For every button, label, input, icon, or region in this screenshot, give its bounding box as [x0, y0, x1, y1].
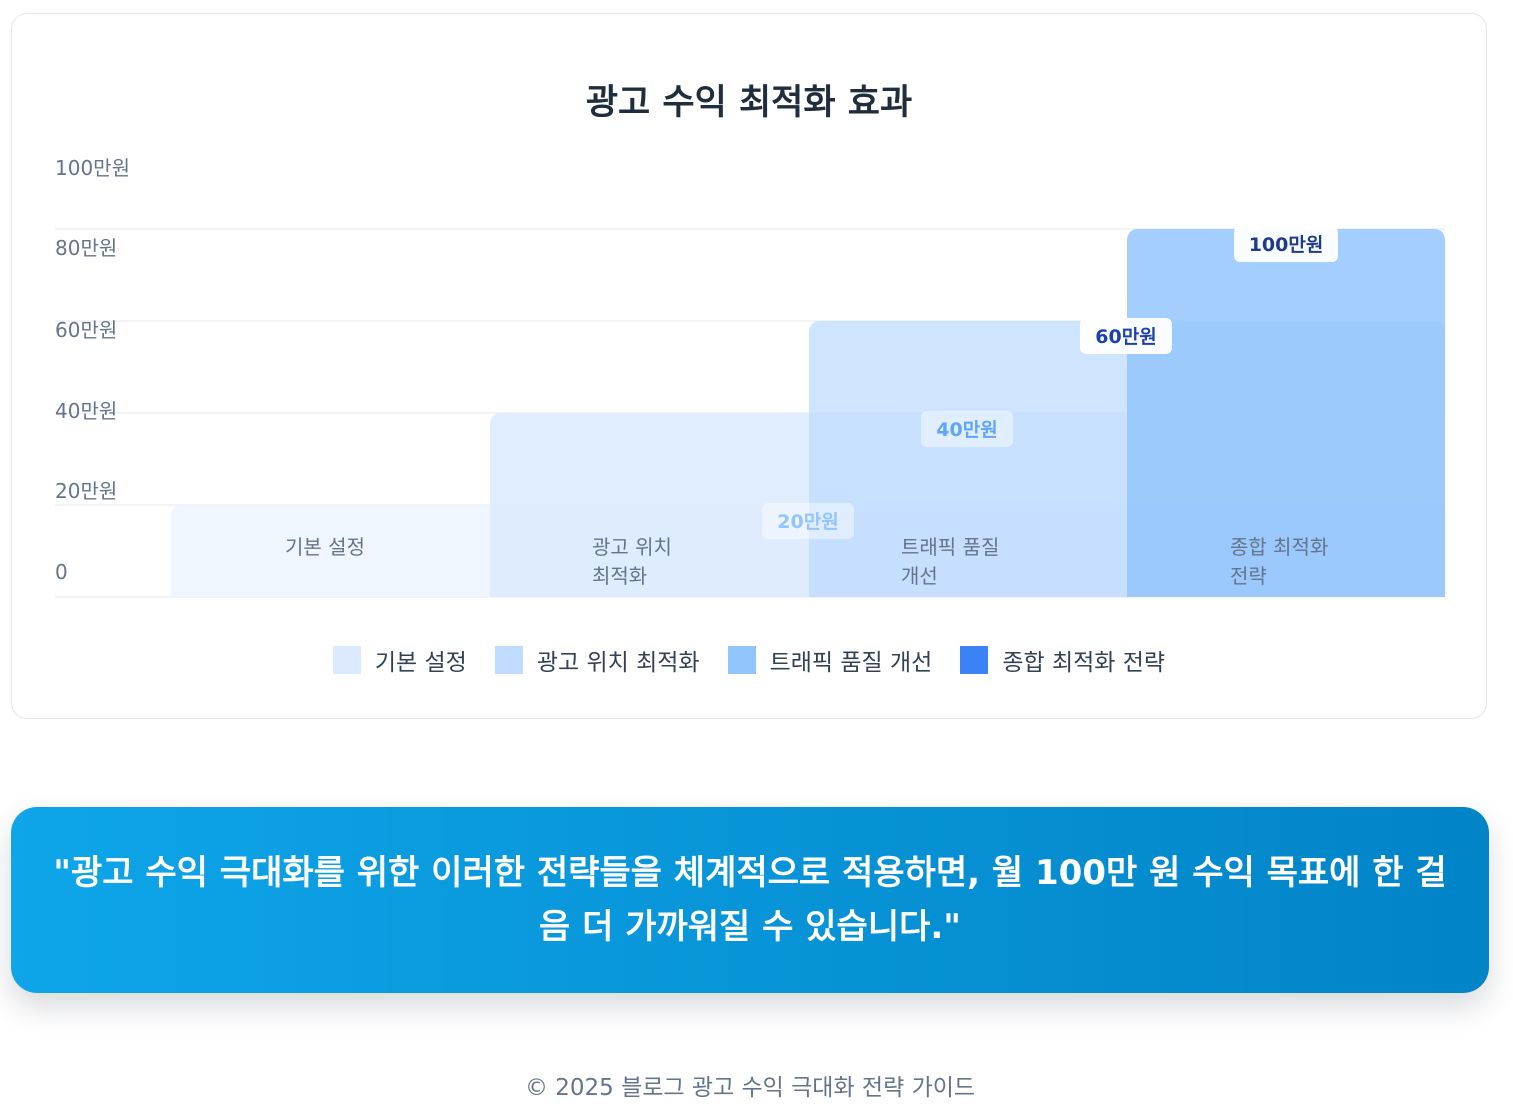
- legend-swatch: [727, 646, 756, 674]
- data-label: 100만원: [1249, 234, 1324, 256]
- y-tick-label: 20만원: [55, 479, 117, 503]
- x-category-label: 종합 최적화: [1230, 535, 1328, 559]
- value-badge: [921, 411, 1013, 447]
- x-category-label: 개선: [901, 564, 938, 588]
- x-category-label: 광고 위치: [592, 535, 672, 559]
- chart-title: 광고 수익 최적화 효과: [585, 83, 913, 123]
- legend-swatch: [332, 646, 361, 674]
- value-badge: [1080, 318, 1172, 354]
- legend-label: 기본 설정: [374, 650, 467, 676]
- legend-item[interactable]: 종합 최적화 전략: [960, 643, 1165, 677]
- quote-box: "광고 수익 극대화를 위한 이러한 전략들을 체계적으로 적용하면, 월 10…: [11, 807, 1489, 993]
- legend-label: 종합 최적화 전략: [1002, 650, 1166, 676]
- legend-item[interactable]: 기본 설정: [332, 643, 467, 677]
- value-badge: [762, 503, 854, 539]
- x-category-label: 기본 설정: [285, 535, 365, 559]
- y-tick-label: 40만원: [55, 399, 117, 423]
- quote-text: "광고 수익 극대화를 위한 이러한 전략들을 체계적으로 적용하면, 월 10…: [53, 853, 1447, 947]
- chart-legend: 기본 설정 광고 위치 최적화 트래픽 품질 개선 종합 최적화 전략: [12, 644, 1486, 676]
- data-label: 20만원: [777, 511, 838, 533]
- footer-copyright: © 2025 블로그 광고 수익 극대화 전략 가이드: [524, 1075, 976, 1101]
- x-category-label: 최적화: [592, 564, 647, 588]
- legend-swatch: [960, 646, 989, 674]
- legend-item[interactable]: 트래픽 품질 개선: [727, 643, 933, 677]
- y-tick-label: 80만원: [55, 236, 117, 260]
- legend-item[interactable]: 광고 위치 최적화: [494, 643, 700, 677]
- y-tick-label: 60만원: [55, 318, 117, 342]
- data-label: 60만원: [1095, 326, 1156, 348]
- bar: [1127, 229, 1445, 597]
- x-category-label: 트래픽 품질: [901, 535, 999, 559]
- x-category-label: 전략: [1230, 564, 1267, 588]
- data-label: 40만원: [936, 419, 997, 441]
- legend-swatch: [494, 646, 523, 674]
- legend-label: 광고 위치 최적화: [536, 650, 700, 676]
- y-tick-label: 0: [55, 560, 68, 584]
- legend-label: 트래픽 품질 개선: [769, 650, 933, 676]
- value-badge: [1234, 226, 1338, 262]
- y-tick-label: 100만원: [55, 156, 130, 180]
